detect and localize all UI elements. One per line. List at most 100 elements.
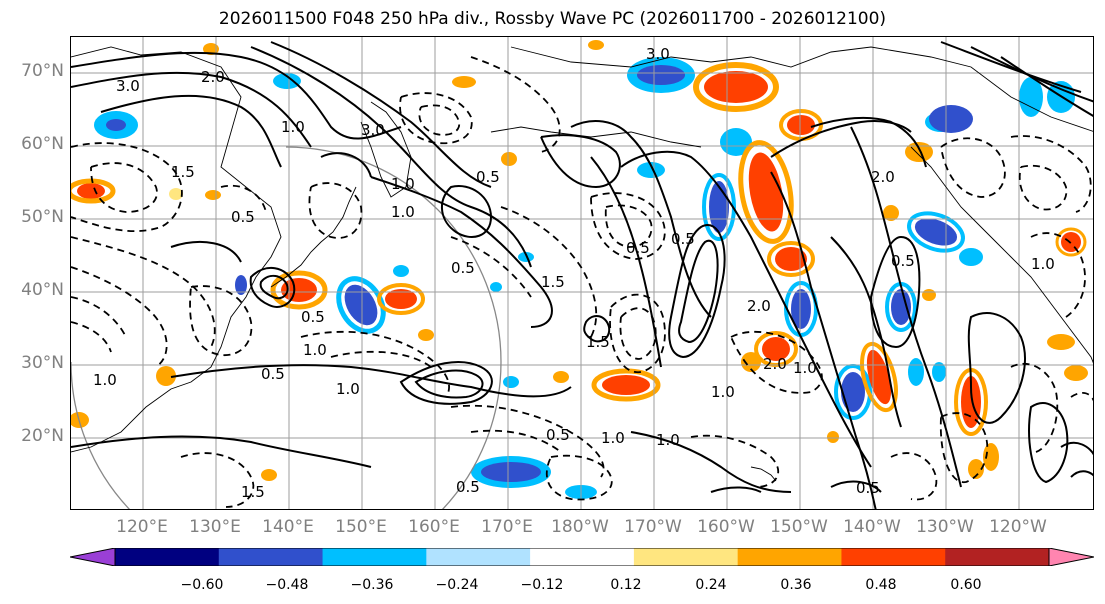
shade-patch: [932, 362, 946, 382]
contour-label: 0.5: [231, 208, 255, 226]
coastlines: [71, 46, 1093, 482]
colorbar-frame: [114, 548, 1050, 566]
contour-line: [1070, 392, 1093, 402]
shade-patch: [738, 140, 794, 244]
lon-label-170e: 170°E: [481, 517, 533, 537]
shade-patch: [71, 412, 89, 428]
negative-contours: [71, 56, 1093, 508]
shade-patch: [767, 241, 815, 277]
lat-label-20n: 20°N: [21, 426, 64, 446]
shade-patch: [490, 282, 502, 292]
contour-label: 0.5: [671, 230, 695, 248]
shade-patch: [1047, 334, 1075, 350]
contour-label: 3.0: [361, 121, 385, 139]
contour-label: 1.5: [541, 273, 565, 291]
colorbar-segment: [737, 548, 842, 566]
contour-line: [1000, 56, 1093, 117]
shade-patch: [452, 76, 476, 88]
contour-line: [770, 120, 912, 158]
contour-line: [710, 486, 762, 493]
shade-patch: [203, 43, 219, 55]
colorbar-segment: [841, 548, 946, 566]
colorbar-arrow-left: [70, 548, 116, 566]
contour-line: [180, 452, 255, 508]
shade-patch: [270, 270, 328, 310]
contour-line: [869, 235, 921, 349]
shade-patch: [106, 119, 126, 131]
contour-line: [470, 56, 561, 153]
contour-line: [1060, 441, 1093, 456]
lat-label-40n: 40°N: [21, 280, 64, 300]
contour-line: [170, 241, 242, 263]
contour-label: 1.0: [656, 431, 680, 449]
shade-patch: [481, 462, 541, 482]
contour-line: [441, 185, 493, 238]
contour-line: [690, 434, 780, 488]
contour-line: [450, 404, 605, 478]
shade-patch: [905, 142, 933, 162]
shade-patch: [377, 283, 425, 315]
colorbar-segment: [426, 548, 531, 566]
map-panel: 3.0 3.0 2.0 1.0 1.0 1.0 0.5 0.5 0.5 1.5 …: [70, 36, 1094, 510]
coastline-japan: [270, 186, 357, 288]
shade-patch: [71, 178, 116, 204]
contour-line: [249, 267, 296, 308]
contour-label: 0.5: [301, 308, 325, 326]
contour-label: 1.5: [241, 483, 265, 501]
contour-line: [399, 361, 493, 405]
lon-label-160w: 160°W: [697, 517, 755, 537]
contour-line: [270, 41, 492, 188]
contour-label: 0.5: [546, 426, 570, 444]
shade-patch: [393, 265, 409, 277]
lon-label-120w: 120°W: [989, 517, 1047, 537]
contour-line: [170, 364, 572, 398]
contour-line: [500, 206, 598, 338]
contour-line: [71, 296, 127, 338]
shade-patch: [169, 188, 183, 200]
colorbar-tick-label: −0.12: [520, 577, 564, 593]
shade-patch: [503, 376, 519, 388]
contour-label: 1.0: [1031, 255, 1055, 273]
lat-label-30n: 30°N: [21, 353, 64, 373]
shade-patch: [959, 248, 983, 266]
contour-label: 0.5: [476, 168, 500, 186]
contour-line: [939, 412, 989, 483]
contour-label: 2.0: [763, 355, 787, 373]
contour-label: 2.0: [747, 297, 771, 315]
colorbar-tick-label: −0.36: [350, 577, 394, 593]
contour-line: [450, 236, 532, 298]
contour-line: [730, 330, 823, 394]
contour-line: [100, 94, 282, 168]
contour-line: [1028, 402, 1069, 484]
shade-patch: [929, 105, 973, 133]
coastline-asia: [71, 46, 282, 453]
contour-line: [1070, 470, 1093, 478]
contour-line: [1010, 135, 1092, 213]
contour-line: [590, 192, 666, 260]
shade-patch: [501, 152, 517, 166]
contour-label: 1.0: [93, 371, 117, 389]
shade-patch: [983, 443, 999, 471]
shade-patch: [693, 62, 779, 112]
shade-patch: [205, 190, 221, 200]
shade-patch: [787, 115, 815, 135]
contour-line: [71, 266, 168, 368]
contour-line: [540, 134, 621, 189]
shade-patch: [553, 371, 569, 383]
contour-label: 1.0: [793, 359, 817, 377]
contour-line: [1018, 164, 1068, 211]
contour-line: [370, 176, 553, 328]
contour-label: 1.0: [711, 383, 735, 401]
shade-patch: [908, 358, 924, 386]
contour-line: [590, 156, 662, 368]
shade-patch: [907, 211, 965, 253]
colorbar-tick-label: 0.48: [865, 577, 897, 593]
lon-label-130e: 130°E: [189, 517, 241, 537]
colorbar-tick-label: −0.60: [180, 577, 224, 593]
contour-line: [330, 350, 432, 368]
shade-patch: [261, 469, 277, 481]
lon-label-160e: 160°E: [408, 517, 460, 537]
contour-label: 1.0: [281, 118, 305, 136]
contour-line: [71, 435, 372, 468]
contour-line: [967, 312, 1026, 424]
